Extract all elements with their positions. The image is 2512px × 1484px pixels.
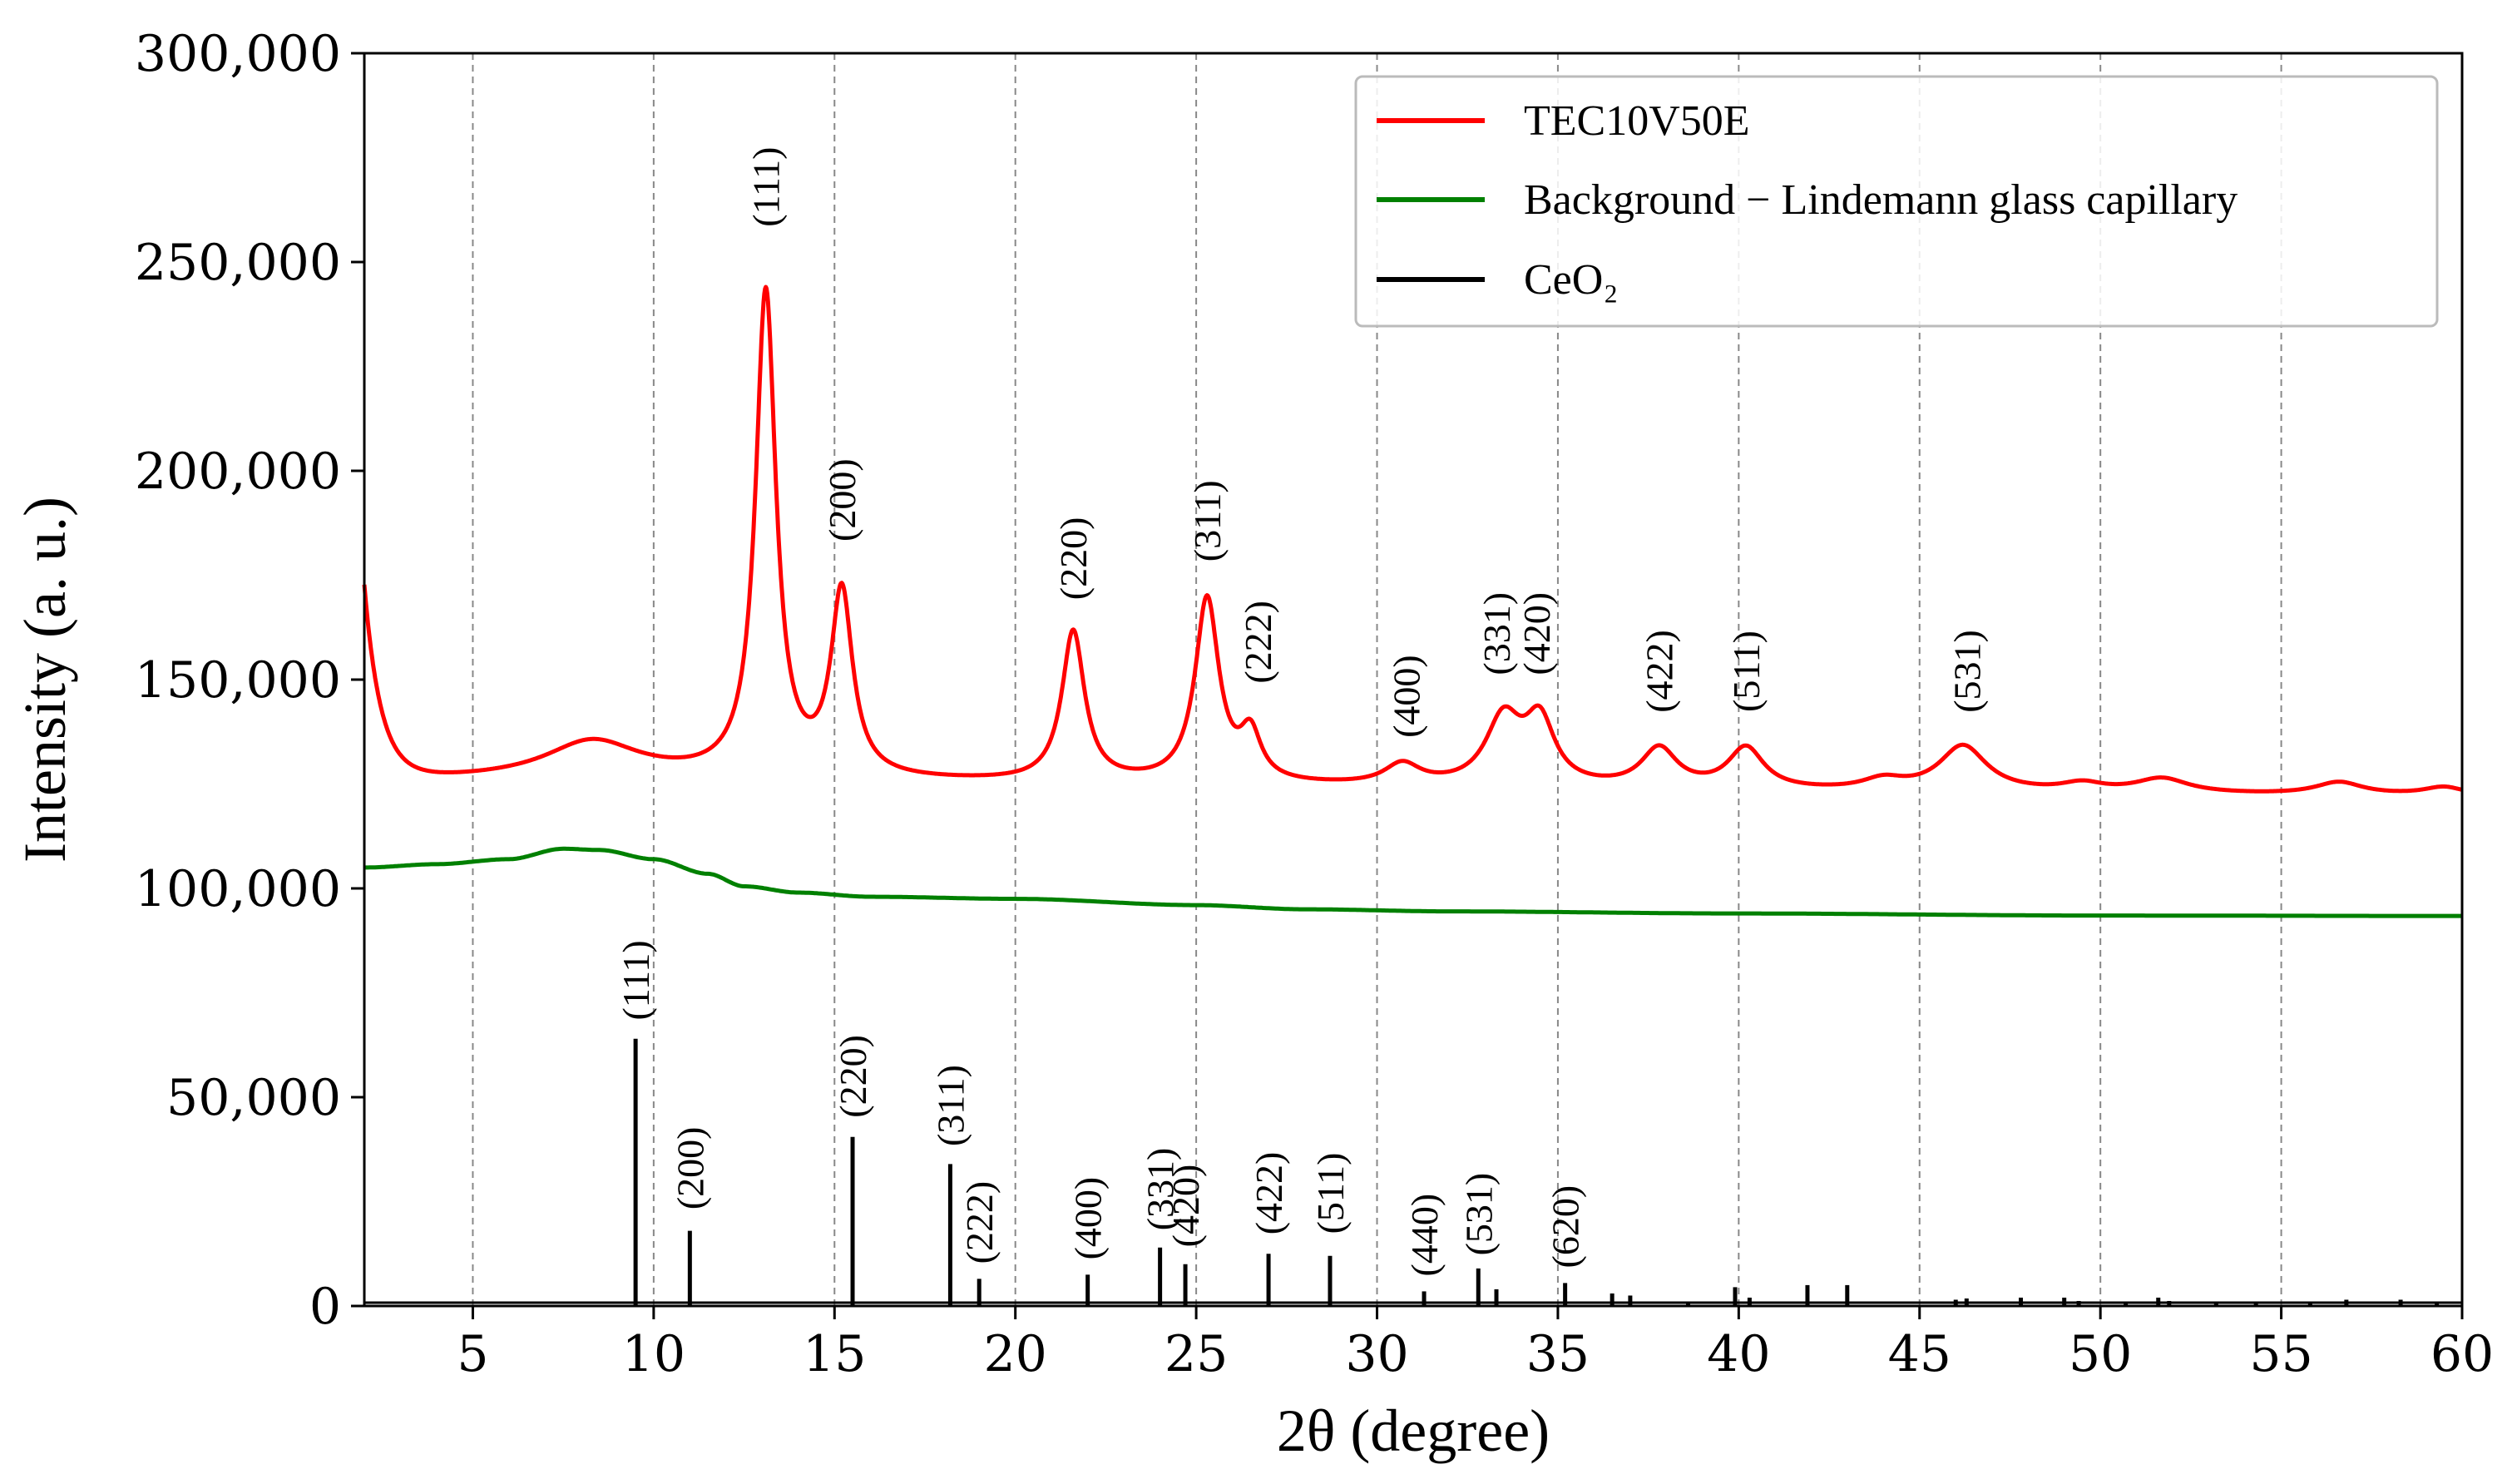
sample-peak-label-6: (331) — [1476, 592, 1518, 675]
reference-peak-label-9: (511) — [1309, 1152, 1352, 1234]
x-tick-label-10: 10 — [622, 1325, 685, 1383]
reference-peak-label-3: (311) — [929, 1065, 972, 1146]
y-tick-label-100000: 100,000 — [135, 860, 341, 918]
sample-peak-label-0: (111) — [745, 147, 788, 227]
axis-ticks: 5 10 15 20 25 30 35 40 45 50 55 60 0 50,000 100,000 150… — [135, 25, 2494, 1383]
ceo2-reference-sticks — [364, 1038, 2462, 1306]
x-tick-label-20: 20 — [984, 1325, 1047, 1383]
sample-peak-label-4: (222) — [1237, 601, 1279, 684]
y-tick-label-50000: 50,000 — [166, 1069, 341, 1127]
legend-label-tec10v50e: TEC10V50E — [1524, 97, 1750, 145]
y-axis-title: Intensity (a. u.) — [12, 497, 78, 863]
x-tick-label-40: 40 — [1707, 1325, 1770, 1383]
reference-peak-label-1: (200) — [669, 1127, 711, 1210]
x-tick-label-55: 55 — [2249, 1325, 2312, 1383]
sample-peak-label-7: (420) — [1516, 592, 1558, 675]
reference-peak-label-2: (220) — [832, 1035, 874, 1118]
x-tick-label-5: 5 — [457, 1325, 488, 1383]
legend: TEC10V50E Background − Lindemann glass c… — [1354, 75, 2439, 328]
y-tick-label-250000: 250,000 — [135, 234, 341, 292]
reference-peak-label-12: (620) — [1545, 1185, 1587, 1269]
reference-peak-label-11: (531) — [1457, 1173, 1500, 1256]
sample-peak-label-10: (531) — [1946, 630, 1988, 713]
legend-label-ceo2: CeO₂ — [1524, 256, 1618, 304]
x-tick-label-50: 50 — [2069, 1325, 2132, 1383]
sample-peak-label-8: (422) — [1639, 630, 1681, 713]
y-tick-label-150000: 150,000 — [135, 651, 341, 710]
x-axis-title: 2θ (degree) — [1277, 1397, 1550, 1464]
peak-annotations: (111)(200)(220) (311)(222)(400)(331)(420)… — [615, 147, 1988, 1277]
sample-peak-label-9: (511) — [1725, 631, 1768, 712]
reference-peak-label-5: (400) — [1067, 1177, 1110, 1260]
reference-peak-label-0: (111) — [615, 940, 657, 1020]
x-tick-label-45: 45 — [1888, 1325, 1951, 1383]
sample-peak-label-5: (400) — [1385, 655, 1427, 738]
reference-peak-label-7: (420) — [1165, 1165, 1207, 1248]
y-tick-label-0: 0 — [309, 1278, 341, 1336]
series-layer — [362, 284, 2464, 918]
x-tick-label-35: 35 — [1526, 1325, 1590, 1383]
reference-peak-label-8: (422) — [1248, 1152, 1290, 1235]
reference-peak-label-6: (331) — [1140, 1148, 1182, 1231]
legend-label-background: Background − Lindemann glass capillary — [1524, 176, 2238, 224]
x-tick-label-30: 30 — [1345, 1325, 1408, 1383]
sample-peak-label-2: (220) — [1052, 517, 1095, 601]
sample-peak-label-3: (311) — [1186, 480, 1229, 561]
sample-peak-label-1: (200) — [821, 458, 863, 542]
x-tick-label-25: 25 — [1165, 1325, 1228, 1383]
y-tick-label-300000: 300,000 — [135, 25, 341, 83]
series-line-tec10v50e — [362, 284, 2464, 794]
x-tick-label-15: 15 — [803, 1325, 866, 1383]
legend-box — [1354, 75, 2439, 328]
series-line-background — [364, 846, 2462, 918]
x-tick-label-60: 60 — [2430, 1325, 2494, 1383]
reference-peak-label-4: (222) — [958, 1181, 1001, 1264]
reference-peak-label-10: (440) — [1403, 1194, 1446, 1277]
y-tick-label-200000: 200,000 — [135, 443, 341, 501]
